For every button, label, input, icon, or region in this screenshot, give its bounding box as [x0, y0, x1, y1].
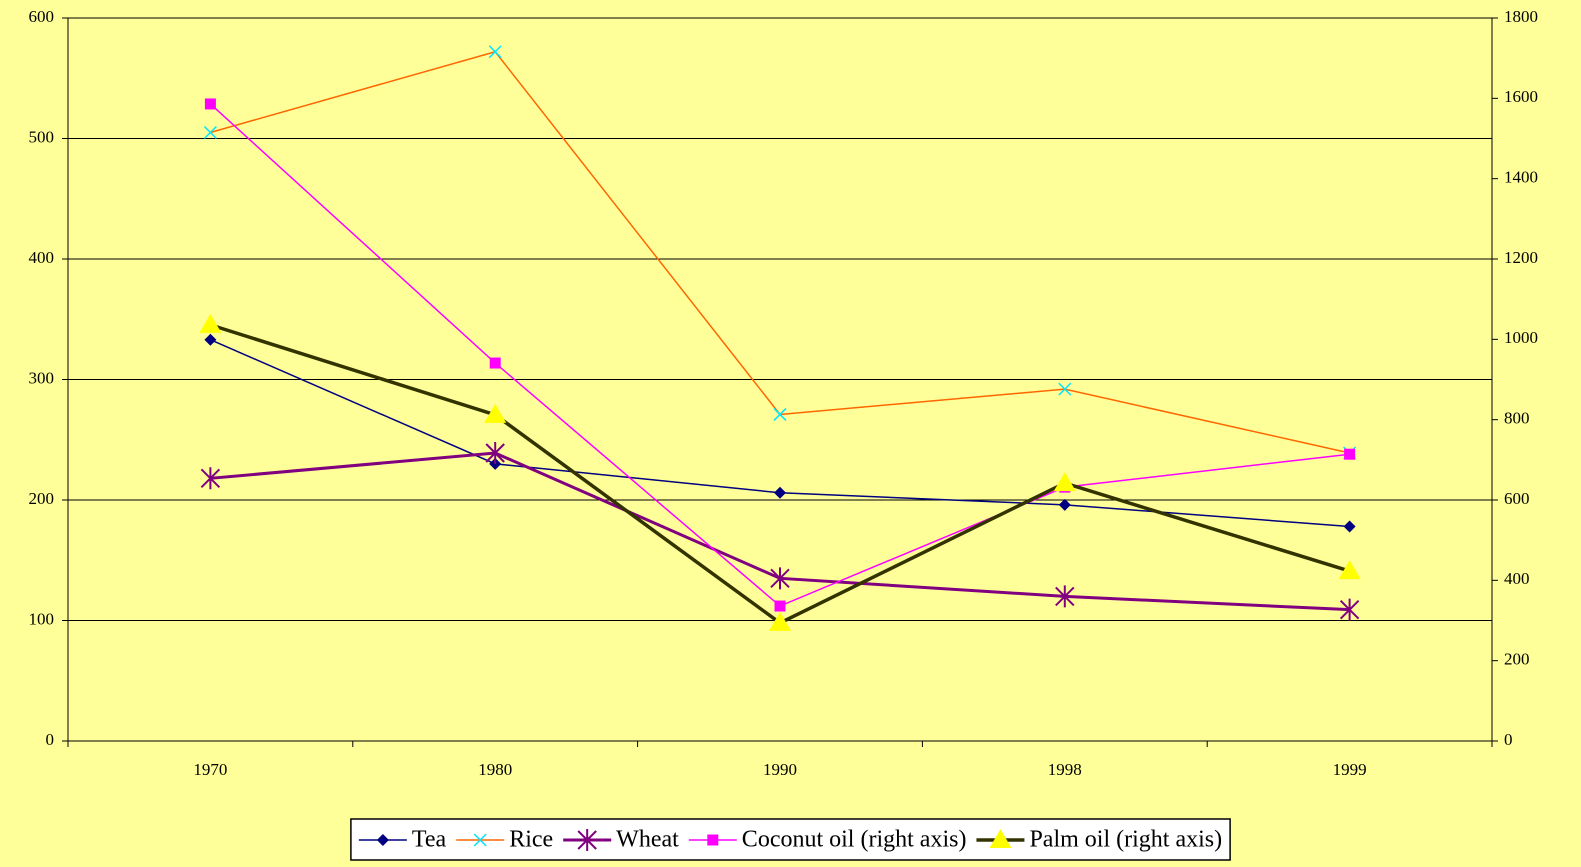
legend-label: Tea — [412, 827, 447, 853]
x-tick-label: 1970 — [193, 760, 227, 779]
marker — [1055, 585, 1075, 608]
marker — [484, 403, 507, 423]
y2-tick-label: 200 — [1504, 650, 1530, 669]
y-tick-label: 0 — [46, 730, 55, 749]
legend-item: Palm oil (right axis) — [976, 827, 1222, 853]
x-tick-label: 1999 — [1333, 760, 1367, 779]
marker — [989, 829, 1012, 848]
y2-tick-label: 400 — [1504, 569, 1530, 588]
marker — [1343, 520, 1356, 533]
y2-tick-label: 1200 — [1504, 248, 1538, 267]
x-tick-label: 1990 — [763, 760, 797, 779]
marker — [200, 467, 221, 490]
marker — [376, 834, 389, 846]
marker — [473, 833, 487, 847]
legend-item: Tea — [358, 827, 447, 853]
y2-tick-label: 600 — [1504, 489, 1530, 508]
y2-tick-label: 0 — [1504, 730, 1513, 749]
marker — [769, 611, 791, 631]
marker — [577, 829, 597, 851]
x-tick-label: 1998 — [1048, 760, 1082, 779]
marker — [204, 98, 216, 110]
y-tick-label: 300 — [29, 368, 55, 387]
marker — [1338, 560, 1361, 580]
marker — [204, 333, 217, 346]
y-tick-label: 200 — [29, 489, 55, 508]
legend-label: Palm oil (right axis) — [1029, 827, 1222, 853]
y2-tick-label: 800 — [1504, 409, 1530, 428]
y-tick-label: 400 — [29, 248, 55, 267]
marker — [1344, 448, 1356, 460]
marker — [1058, 498, 1071, 511]
marker — [774, 600, 786, 612]
marker — [488, 45, 502, 59]
legend-item: Rice — [456, 827, 553, 853]
marker — [203, 125, 217, 140]
marker — [707, 834, 719, 846]
x-tick-label: 1980 — [478, 760, 512, 779]
y-tick-label: 100 — [29, 609, 55, 628]
marker — [773, 407, 787, 421]
legend: Tea Rice Wheat Coconut oil (right axis) Palm… — [350, 818, 1231, 861]
y-tick-label: 600 — [29, 7, 55, 26]
y2-tick-label: 1600 — [1504, 87, 1538, 106]
marker — [770, 567, 790, 590]
marker — [1339, 598, 1360, 621]
y-tick-label: 500 — [29, 127, 55, 146]
marker — [199, 313, 222, 333]
marker — [1053, 472, 1076, 492]
legend-item: Wheat — [563, 827, 679, 853]
legend-label: Rice — [509, 827, 553, 853]
marker — [774, 486, 786, 499]
marker — [489, 357, 501, 369]
y2-tick-label: 1000 — [1504, 328, 1538, 347]
legend-label: Wheat — [616, 827, 679, 853]
marker — [1058, 382, 1072, 396]
y2-tick-label: 1400 — [1504, 168, 1538, 187]
legend-label: Coconut oil (right axis) — [742, 827, 967, 853]
y2-tick-label: 1800 — [1504, 7, 1538, 26]
legend-item: Coconut oil (right axis) — [688, 827, 967, 853]
marker — [485, 442, 505, 465]
